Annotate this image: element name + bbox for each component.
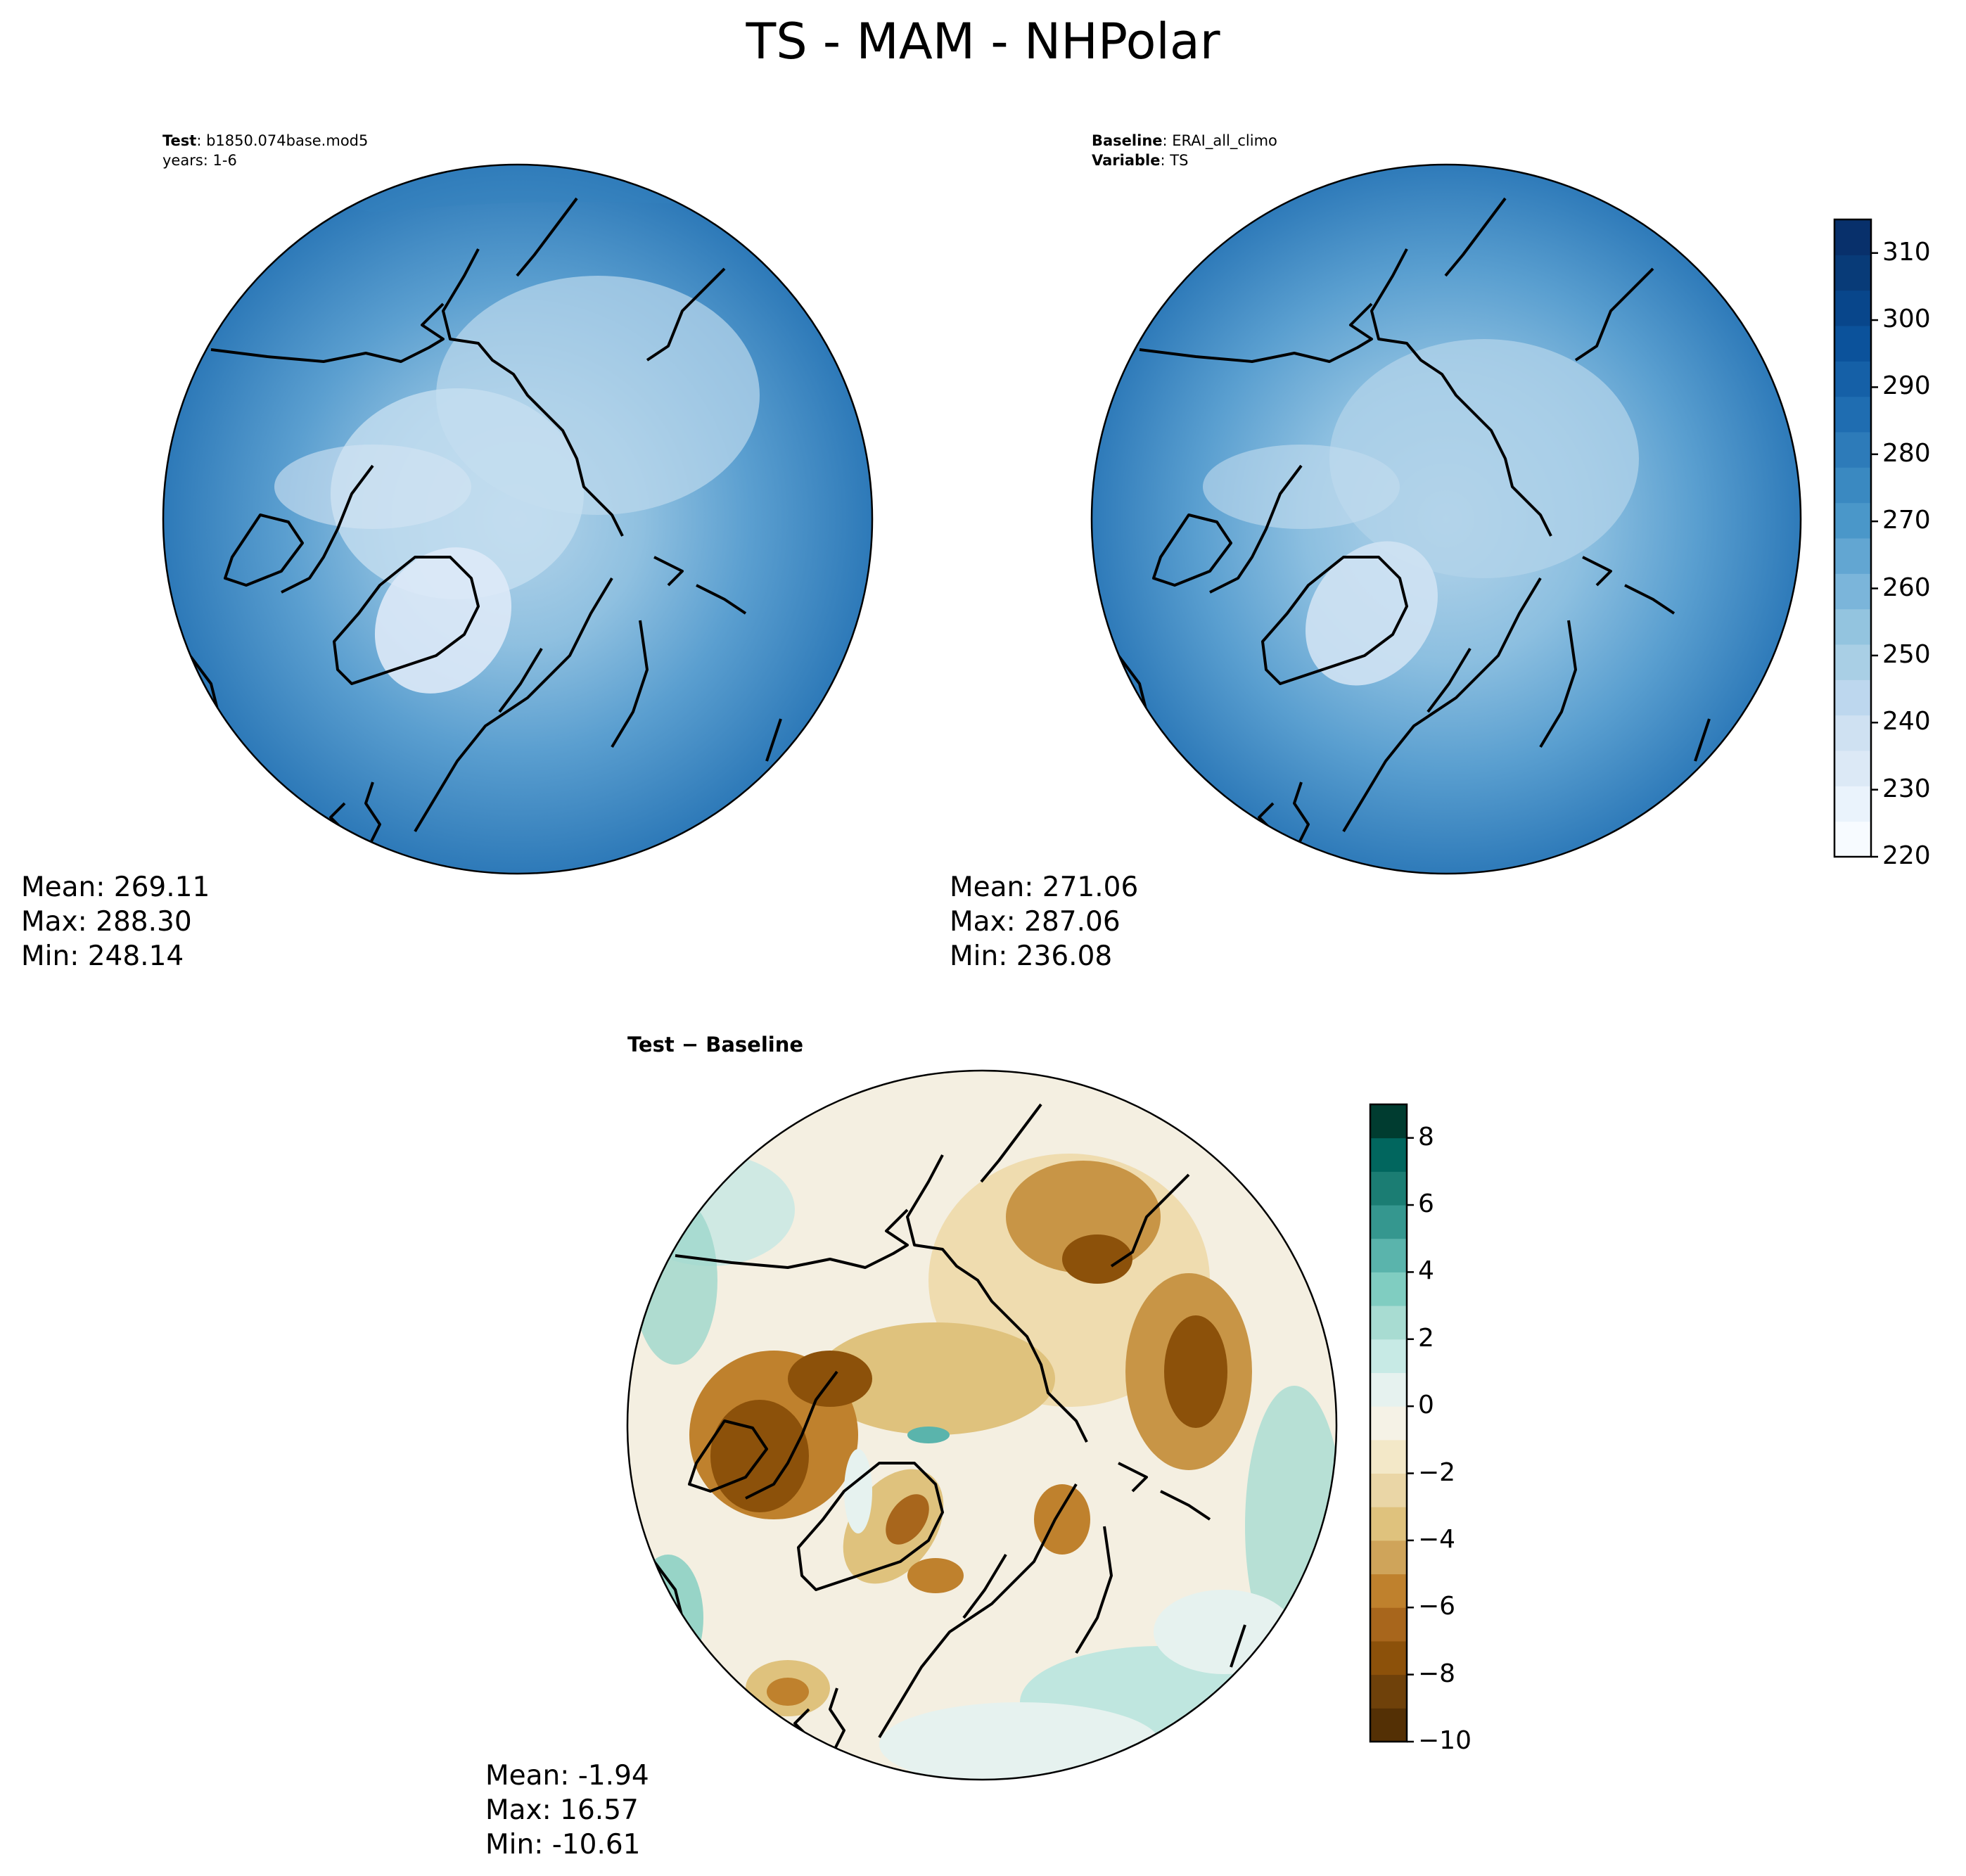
colorbar-segment [1834, 467, 1871, 504]
colorbar-segment [1370, 1372, 1407, 1407]
diff-min: Min: -10.61 [485, 1829, 641, 1861]
test-polar-map [162, 163, 874, 875]
colorbar-segment [1834, 715, 1871, 751]
colorbar-frame [1833, 218, 1872, 858]
colorbar-tick-label: 310 [1882, 237, 1931, 267]
colorbar-segment [1370, 1507, 1407, 1541]
colorbar-tick-label: 220 [1882, 841, 1931, 870]
colorbar-segment [1834, 290, 1871, 326]
colorbar-segment [1370, 1339, 1407, 1373]
colorbar-segment [1834, 538, 1871, 574]
colorbar-segment [1834, 751, 1871, 786]
colorbar-tick-label: 4 [1418, 1256, 1434, 1286]
baseline-min: Min: 236.08 [950, 940, 1113, 972]
test-years-line: years: 1-6 [162, 152, 237, 169]
baseline-max: Max: 287.06 [950, 906, 1121, 938]
colorbar-segment [1370, 1171, 1407, 1206]
colorbar-segment [1370, 1540, 1407, 1575]
test-stats: Mean: 269.11 Max: 288.30 Min: 248.14 [21, 870, 210, 974]
colorbar-segment [1370, 1137, 1407, 1172]
colorbar-segment [1834, 786, 1871, 822]
colorbar-segment [1834, 573, 1871, 610]
colorbar-tick-label: −6 [1418, 1592, 1456, 1621]
colorbar-tick-label: 260 [1882, 573, 1931, 602]
baseline-polar-map [1090, 163, 1802, 875]
colorbar-segment [1834, 432, 1871, 468]
colorbar-tick-label: −10 [1418, 1726, 1472, 1755]
colorbar-tick-label: 0 [1418, 1391, 1434, 1420]
colorbar-segment [1834, 608, 1871, 645]
colorbar-segment [1834, 644, 1871, 680]
colorbar-tick-label: −2 [1418, 1457, 1456, 1487]
colorbar-segment [1370, 1674, 1407, 1709]
difference-polar-map [626, 1069, 1338, 1781]
colorbar-tick-label: 240 [1882, 707, 1931, 736]
colorbar-tick-label: 230 [1882, 774, 1931, 803]
colorbar-tick-label: 300 [1882, 305, 1931, 334]
colorbar-tick-label: 250 [1882, 639, 1931, 669]
baseline-panel-header: Baseline: ERAI_all_climo Variable: TS [1092, 131, 1277, 170]
colorbar-segment [1834, 326, 1871, 362]
colorbar-segment [1370, 1272, 1407, 1306]
diff-max: Max: 16.57 [485, 1794, 639, 1826]
baseline-variable-line: Variable: TS [1092, 152, 1189, 169]
colorbar-segment [1370, 1306, 1407, 1340]
test-case-line: Test: b1850.074base.mod5 [162, 132, 369, 149]
baseline-case-line: Baseline: ERAI_all_climo [1092, 132, 1277, 149]
colorbar-segment [1370, 1640, 1407, 1676]
colorbar-tick-label: 2 [1418, 1323, 1434, 1353]
colorbar-segment [1834, 396, 1871, 433]
colorbar-frame [1369, 1103, 1408, 1743]
colorbar-tick-label: 6 [1418, 1189, 1434, 1219]
colorbar-tick-label: 8 [1418, 1122, 1434, 1151]
diff-panel-title: Test − Baseline [627, 1033, 804, 1057]
colorbar-segment [1834, 255, 1871, 291]
colorbar-tick-label: 290 [1882, 371, 1931, 401]
colorbar-segment [1834, 821, 1871, 857]
colorbar-segment [1370, 1439, 1407, 1474]
figure-title: TS - MAM - NHPolar [746, 13, 1220, 70]
colorbar-segment [1834, 502, 1871, 539]
colorbar-segment [1370, 1406, 1407, 1441]
test-mean: Mean: 269.11 [21, 872, 210, 903]
main-colorbar [1833, 218, 1878, 858]
diff-mean: Mean: -1.94 [485, 1760, 649, 1792]
test-max: Max: 288.30 [21, 906, 192, 938]
colorbar-segment [1370, 1607, 1407, 1642]
colorbar-segment [1834, 219, 1871, 255]
colorbar-segment [1370, 1104, 1407, 1139]
colorbar-segment [1834, 679, 1871, 716]
diff-colorbar [1369, 1103, 1414, 1743]
colorbar-tick-label: 270 [1882, 506, 1931, 535]
test-panel-header: Test: b1850.074base.mod5 years: 1-6 [162, 131, 368, 170]
colorbar-segment [1370, 1708, 1407, 1742]
colorbar-tick-label: −8 [1418, 1659, 1456, 1688]
colorbar-segment [1834, 361, 1871, 397]
colorbar-segment [1370, 1473, 1407, 1507]
test-min: Min: 248.14 [21, 940, 184, 972]
colorbar-tick-label: −4 [1418, 1524, 1456, 1554]
colorbar-segment [1370, 1238, 1407, 1272]
colorbar-segment [1370, 1205, 1407, 1239]
diff-stats: Mean: -1.94 Max: 16.57 Min: -10.61 [485, 1759, 649, 1862]
baseline-mean: Mean: 271.06 [950, 872, 1139, 903]
colorbar-tick-label: 280 [1882, 438, 1931, 468]
baseline-stats: Mean: 271.06 Max: 287.06 Min: 236.08 [950, 870, 1138, 974]
colorbar-segment [1370, 1574, 1407, 1608]
